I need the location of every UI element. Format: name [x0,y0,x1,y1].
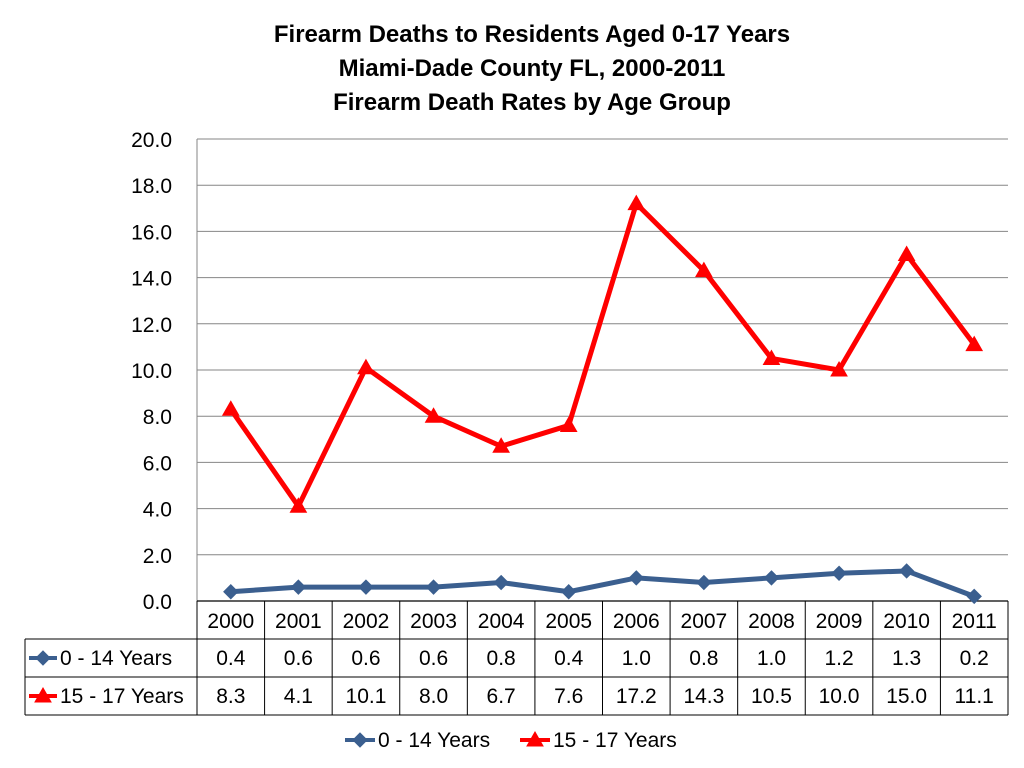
diamond-marker [898,563,915,579]
y-tick-label: 0.0 [143,591,172,614]
diamond-marker [425,579,442,595]
diamond-marker [352,732,368,748]
y-tick-label: 16.0 [131,221,172,244]
diamond-marker [966,588,982,605]
triangle-marker [830,360,848,377]
y-tick-label: 18.0 [131,175,172,198]
diamond-marker [628,570,644,586]
triangle-marker [526,730,544,747]
triangle-marker [289,497,308,513]
chart-title: Firearm Deaths to Residents Aged 0-17 Ye… [0,18,1024,120]
data-table-value: 11.1 [955,685,994,708]
triangle-marker [424,407,443,423]
x-tick-label: 2001 [275,610,322,633]
diamond-marker [493,574,509,591]
data-table-value: 7.6 [554,685,583,708]
data-table-value: 10.0 [819,685,860,708]
triangle-marker [221,400,240,416]
y-tick-label: 10.0 [131,360,172,383]
y-tick-label: 20.0 [131,129,172,152]
diamond-marker [35,650,51,666]
chart-legend: 0 - 14 Years 15 - 17 Years [345,729,677,752]
line-chart: 0.0 2.0 4.0 6.0 8.0 10.0 12.0 14.0 16.0 18.0 20.0 2… [24,129,1009,716]
triangle-marker [762,349,781,365]
data-table-value: 0.2 [960,647,989,670]
diamond-marker [763,570,780,586]
data-table-value: 15.0 [886,685,927,708]
data-table-value: 10.5 [751,685,792,708]
x-tick-label: 2004 [478,610,525,633]
data-table-value: 14.3 [683,685,724,708]
diamond-marker [358,579,374,595]
data-table-value: 6.7 [487,685,516,708]
triangle-marker [34,686,52,703]
y-tick-label: 2.0 [143,545,172,568]
diamond-marker [561,584,577,600]
chart-title-line-2: Miami-Dade County FL, 2000-2011 [338,55,726,82]
chart-title-line-3: Firearm Death Rates by Age Group [333,89,731,116]
x-tick-label: 2002 [343,610,390,633]
x-tick-label: 2011 [952,610,997,633]
triangle-marker [627,194,646,211]
triangle-marker [492,437,510,453]
data-table-value: 0.4 [216,647,246,670]
x-tick-label: 2009 [816,610,863,633]
x-tick-label: 2003 [410,610,457,633]
data-table-value: 17.2 [616,685,657,708]
data-table-value: 0.6 [419,647,448,670]
y-tick-label: 14.0 [131,268,172,291]
data-table-value: 0.8 [689,647,718,670]
legend-item-15-17-label: 15 - 17 Years [553,729,677,752]
data-table-value: 0.6 [351,647,380,670]
data-table-value: 1.3 [892,647,921,670]
data-table-value: 4.1 [284,685,313,708]
data-table-value: 8.3 [216,685,245,708]
diamond-marker [831,565,847,581]
x-tick-label: 2005 [545,610,592,633]
x-tick-label: 2007 [681,610,728,633]
series-15-17-line [228,201,977,509]
data-table-value: 0.8 [487,647,516,670]
chart-title-line-1: Firearm Deaths to Residents Aged 0-17 Ye… [273,21,791,48]
series-15-17-table-name: 15 - 17 Years [60,685,184,708]
series-0-14-table-name: 0 - 14 Years [60,647,172,670]
diamond-marker [696,574,712,591]
data-table-value: 1.0 [622,647,651,670]
triangle-marker [965,335,984,352]
y-tick-label: 6.0 [143,452,172,475]
data-table-value: 0.4 [554,647,584,670]
y-tick-label: 4.0 [143,499,172,522]
data-table-value: 1.0 [757,647,786,670]
triangle-marker [357,358,375,375]
legend-item-0-14-label: 0 - 14 Years [378,729,490,752]
x-tick-label: 2006 [613,610,660,633]
y-tick-label: 12.0 [131,314,172,337]
series-0-14-line [228,568,977,599]
data-table-value: 10.1 [346,685,387,708]
triangle-marker [897,245,916,261]
data-table-value: 8.0 [419,685,448,708]
x-tick-label: 2000 [207,610,254,633]
data-table-value: 1.2 [824,647,853,670]
data-table-value: 0.6 [284,647,313,670]
diamond-marker [290,579,307,595]
y-tick-label: 8.0 [143,406,172,429]
triangle-marker [695,261,713,278]
x-tick-label: 2008 [748,610,795,633]
x-tick-label: 2010 [883,610,930,633]
triangle-marker [559,416,578,432]
diamond-marker [223,584,239,600]
